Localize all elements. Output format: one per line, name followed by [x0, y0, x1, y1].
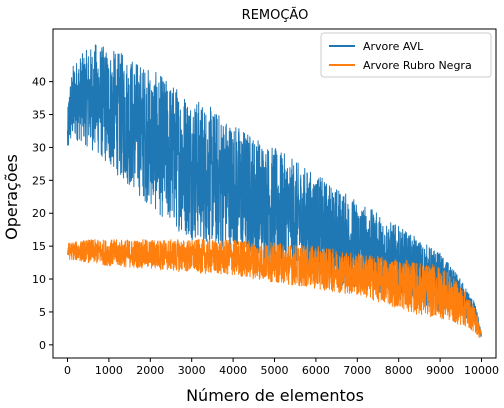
x-axis: 0 1000 2000 3000 4000 5000 6000 7000 8000 9000 100… — [64, 358, 499, 377]
y-axis-title: Operações — [2, 154, 21, 240]
x-tick-label: 4000 — [219, 364, 247, 377]
legend: Arvore AVL Arvore Rubro Negra — [320, 32, 492, 78]
y-tick-label: 25 — [32, 174, 46, 187]
x-tick-label: 3000 — [178, 364, 206, 377]
y-tick-label: 40 — [32, 76, 46, 89]
x-axis-title: Número de elementos — [186, 386, 364, 405]
x-tick-label: 2000 — [136, 364, 164, 377]
y-tick-label: 35 — [32, 109, 46, 122]
legend-label: Arvore Rubro Negra — [363, 59, 472, 72]
x-tick-label: 10000 — [464, 364, 499, 377]
legend-label: Arvore AVL — [363, 40, 424, 53]
x-tick-label: 8000 — [385, 364, 413, 377]
chart-title: REMOÇÃO — [242, 7, 309, 23]
x-tick-label: 9000 — [426, 364, 454, 377]
y-axis: 0 5 10 15 20 25 30 35 40 — [32, 76, 53, 352]
y-tick-label: 0 — [39, 339, 46, 352]
x-tick-label: 1000 — [95, 364, 123, 377]
y-tick-label: 30 — [32, 141, 46, 154]
series-line-1 — [66, 239, 482, 338]
series-line-0 — [66, 44, 483, 338]
y-tick-label: 5 — [39, 306, 46, 319]
x-tick-label: 5000 — [261, 364, 289, 377]
y-tick-label: 20 — [32, 207, 46, 220]
y-tick-label: 10 — [32, 273, 46, 286]
x-tick-label: 6000 — [302, 364, 330, 377]
x-tick-label: 7000 — [343, 364, 371, 377]
x-tick-label: 0 — [64, 364, 71, 377]
y-tick-label: 15 — [32, 240, 46, 253]
legend-box — [320, 32, 492, 78]
plot-area — [66, 44, 483, 338]
